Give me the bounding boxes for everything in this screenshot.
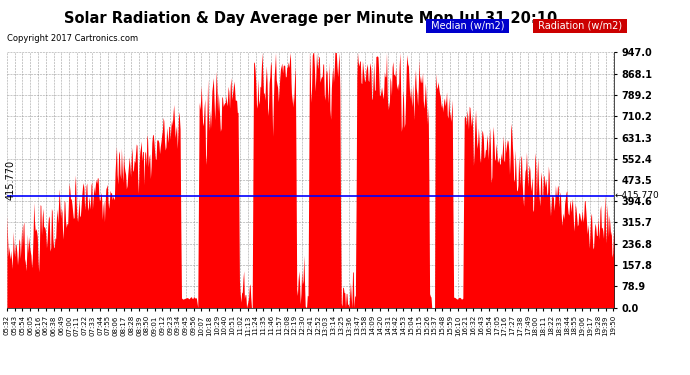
Text: Median (w/m2): Median (w/m2)	[428, 21, 507, 31]
Text: Radiation (w/m2): Radiation (w/m2)	[535, 21, 625, 31]
Text: Copyright 2017 Cartronics.com: Copyright 2017 Cartronics.com	[7, 34, 138, 43]
Text: 415.770: 415.770	[6, 160, 15, 200]
Text: Solar Radiation & Day Average per Minute Mon Jul 31 20:10: Solar Radiation & Day Average per Minute…	[64, 11, 557, 26]
Text: ←415.770: ←415.770	[615, 191, 660, 200]
